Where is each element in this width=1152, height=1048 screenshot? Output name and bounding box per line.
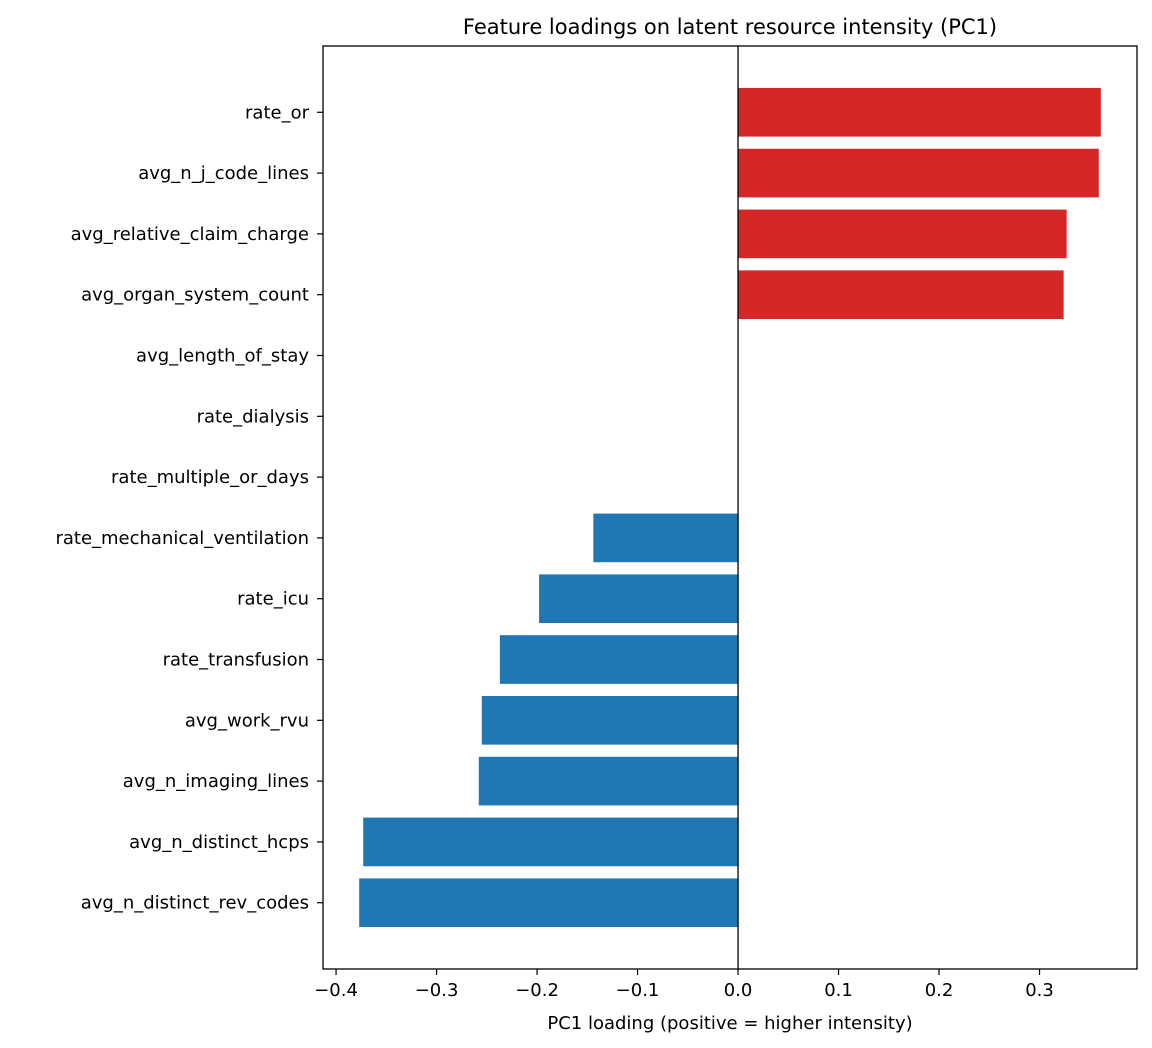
y-axis: rate_or avg_n_j_code_lines avg_relative_cl… xyxy=(55,102,323,914)
plot-frame xyxy=(322,45,1138,970)
bar-rate_mechanical_ventilation xyxy=(593,513,739,563)
y-tick-label: avg_n_distinct_hcps xyxy=(129,832,309,853)
y-tick-label: rate_multiple_or_days xyxy=(111,467,309,488)
bar-avg_organ_system_count xyxy=(738,270,1064,320)
y-tick-label: rate_icu xyxy=(237,589,309,610)
bars xyxy=(359,87,1101,928)
bar-avg_n_j_code_lines xyxy=(738,148,1099,198)
x-tick-label: 0.2 xyxy=(925,980,954,1001)
bar-avg_n_imaging_lines xyxy=(478,756,739,806)
y-tick-label: avg_n_imaging_lines xyxy=(123,771,309,792)
chart-title: Feature loadings on latent resource inte… xyxy=(463,15,997,39)
x-tick-label: 0.3 xyxy=(1025,980,1054,1001)
bar-rate_icu xyxy=(539,574,739,624)
y-tick-label: avg_n_distinct_rev_codes xyxy=(81,893,309,914)
x-axis: −0.4 −0.3 −0.2 −0.1 0.0 0.1 0.2 0.3 xyxy=(314,969,1054,1001)
bar-avg_n_distinct_hcps xyxy=(363,817,739,867)
y-tick-label: avg_organ_system_count xyxy=(81,285,309,306)
x-tick-label: 0.1 xyxy=(824,980,853,1001)
x-tick-label: 0.0 xyxy=(724,980,753,1001)
bar-avg_n_distinct_rev_codes xyxy=(359,878,739,928)
y-tick-label: avg_n_j_code_lines xyxy=(138,163,309,184)
y-tick-label: rate_mechanical_ventilation xyxy=(55,528,309,549)
y-tick-label: avg_length_of_stay xyxy=(136,345,309,366)
y-tick-label: rate_dialysis xyxy=(197,406,309,427)
x-tick-label: −0.3 xyxy=(415,980,459,1001)
y-tick-label: rate_or xyxy=(245,102,310,123)
y-tick-label: avg_relative_claim_charge xyxy=(71,224,309,245)
x-tick-label: −0.2 xyxy=(515,980,559,1001)
x-axis-label: PC1 loading (positive = higher intensity… xyxy=(547,1013,912,1034)
bar-avg_work_rvu xyxy=(481,695,739,745)
x-tick-label: −0.1 xyxy=(616,980,660,1001)
y-tick-label: rate_transfusion xyxy=(163,650,309,671)
x-tick-label: −0.4 xyxy=(314,980,358,1001)
y-tick-label: avg_work_rvu xyxy=(185,710,309,731)
bar-rate_or xyxy=(738,87,1101,137)
bar-avg_relative_claim_charge xyxy=(738,209,1067,259)
bar-rate_transfusion xyxy=(499,635,739,684)
